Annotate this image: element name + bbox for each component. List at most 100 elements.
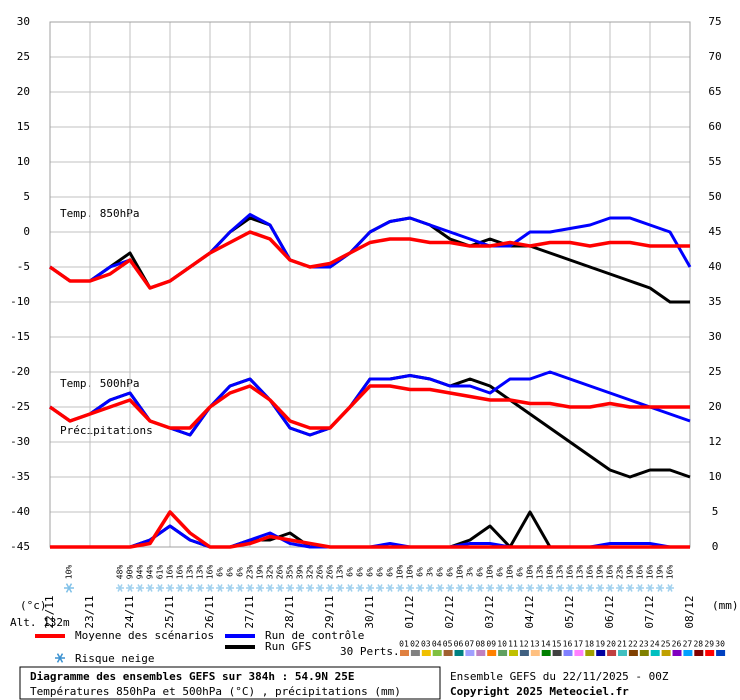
perturbation-number: 24 bbox=[650, 640, 660, 649]
snow-icon bbox=[287, 584, 293, 592]
perturbation-number: 15 bbox=[552, 640, 562, 649]
snow-icon bbox=[547, 584, 553, 592]
snow-risk-label: 16% bbox=[636, 565, 645, 580]
snow-risk-label: 6% bbox=[236, 567, 245, 577]
y-tick-label: -5 bbox=[17, 260, 30, 273]
y2-tick-label: 5 bbox=[712, 505, 719, 518]
series-line bbox=[50, 510, 690, 549]
y2-tick-label: 0 bbox=[712, 540, 719, 553]
perturbation-number: 23 bbox=[639, 640, 649, 649]
snow-icon bbox=[217, 584, 223, 592]
snow-risk-label: 6% bbox=[376, 567, 385, 577]
perturbation-swatch bbox=[563, 650, 573, 656]
perturbation-number: 21 bbox=[617, 640, 627, 649]
snow-risk-label: 16% bbox=[586, 565, 595, 580]
snow-risk-label: 10% bbox=[456, 565, 465, 580]
snow-icon bbox=[407, 584, 413, 592]
perturbation-swatch bbox=[552, 650, 562, 656]
snow-icon bbox=[647, 584, 653, 592]
y-tick-label: 5 bbox=[23, 190, 30, 203]
perturbation-number: 16 bbox=[563, 640, 573, 649]
snow-icon bbox=[267, 584, 273, 592]
snow-icon bbox=[367, 584, 373, 592]
snow-icon bbox=[427, 584, 433, 592]
perturbation-swatch bbox=[585, 650, 595, 656]
snow-risk-label: 3% bbox=[426, 567, 435, 577]
snow-risk-label: 6% bbox=[226, 567, 235, 577]
perturbation-swatch bbox=[454, 650, 464, 656]
snow-icon bbox=[497, 584, 503, 592]
snow-risk-label: 16% bbox=[206, 565, 215, 580]
snow-risk-label: 35% bbox=[286, 565, 295, 580]
snow-icon bbox=[437, 584, 443, 592]
snow-icon bbox=[117, 584, 123, 592]
panel-label: Temp. 850hPa bbox=[60, 207, 139, 220]
snow-risk-label: 10% bbox=[406, 565, 415, 580]
perturbation-swatch bbox=[639, 650, 649, 656]
snow-icon bbox=[317, 584, 323, 592]
snow-icon bbox=[657, 584, 663, 592]
snow-icon bbox=[377, 584, 383, 592]
series-line bbox=[48, 230, 690, 290]
perturbation-number: 03 bbox=[421, 640, 431, 649]
snow-risk-label: 13% bbox=[186, 565, 195, 580]
footer-run: Ensemble GEFS du 22/11/2025 - 00Z bbox=[450, 670, 669, 683]
y2-tick-label: 50 bbox=[708, 190, 721, 203]
perturbation-swatch bbox=[541, 650, 551, 656]
snow-risk-label: 19% bbox=[626, 565, 635, 580]
y-tick-label: 0 bbox=[23, 225, 30, 238]
y2-tick-label: 75 bbox=[708, 15, 721, 28]
snow-risk-label: 94% bbox=[136, 565, 145, 580]
perturbation-swatch bbox=[650, 650, 660, 656]
x-tick-label: 26/11 bbox=[203, 595, 216, 628]
perturbations-label: 30 Perts. bbox=[340, 645, 400, 658]
snow-risk-label: 10% bbox=[526, 565, 535, 580]
snow-icon bbox=[607, 584, 613, 592]
perturbation-number: 28 bbox=[693, 640, 703, 649]
snow-icon bbox=[537, 584, 543, 592]
snow-risk-label: 10% bbox=[546, 565, 555, 580]
panel-label: Temp. 500hPa bbox=[60, 377, 139, 390]
snow-risk-label: 94% bbox=[146, 565, 155, 580]
perturbation-number: 01 bbox=[399, 640, 409, 649]
snow-icon bbox=[257, 584, 263, 592]
x-tick-label: 05/12 bbox=[563, 595, 576, 628]
snow-icon bbox=[177, 584, 183, 592]
snow-icon bbox=[357, 584, 363, 592]
snow-icon bbox=[567, 584, 573, 592]
snow-icon bbox=[467, 584, 473, 592]
snow-risk-label: 10% bbox=[65, 565, 74, 580]
snow-risk-label: 10% bbox=[486, 565, 495, 580]
y2-tick-label: 20 bbox=[708, 400, 721, 413]
perturbation-number: 09 bbox=[486, 640, 496, 649]
snow-risk-label: 48% bbox=[116, 565, 125, 580]
perturbation-swatch bbox=[498, 650, 508, 656]
perturbation-number: 20 bbox=[606, 640, 616, 649]
legend-label: Run GFS bbox=[265, 640, 311, 653]
snow-risk-label: 32% bbox=[266, 565, 275, 580]
snow-icon bbox=[417, 584, 423, 592]
snow-icon bbox=[297, 584, 303, 592]
snow-risk-label: 13% bbox=[196, 565, 205, 580]
y-tick-label: 15 bbox=[17, 120, 30, 133]
perturbation-number: 02 bbox=[410, 640, 420, 649]
x-tick-label: 04/12 bbox=[523, 595, 536, 628]
y-tick-label: 20 bbox=[17, 85, 30, 98]
snow-risk-label: 13% bbox=[536, 565, 545, 580]
y2-tick-label: 10 bbox=[708, 470, 721, 483]
snow-risk-label: 10% bbox=[506, 565, 515, 580]
x-tick-label: 01/12 bbox=[403, 595, 416, 628]
perturbation-swatch bbox=[694, 650, 704, 656]
perturbation-number: 07 bbox=[465, 640, 475, 649]
perturbation-number: 08 bbox=[475, 640, 485, 649]
perturbation-number: 19 bbox=[595, 640, 605, 649]
perturbation-swatch bbox=[661, 650, 671, 656]
snow-icon bbox=[277, 584, 283, 592]
snow-risk-label: 6% bbox=[446, 567, 455, 577]
y2-tick-label: 60 bbox=[708, 120, 721, 133]
perturbation-swatch bbox=[672, 650, 682, 656]
snow-icon bbox=[337, 584, 343, 592]
perturbation-number: 22 bbox=[628, 640, 638, 649]
legend-label: Moyenne des scénarios bbox=[75, 629, 214, 642]
y2-tick-label: 70 bbox=[708, 50, 721, 63]
